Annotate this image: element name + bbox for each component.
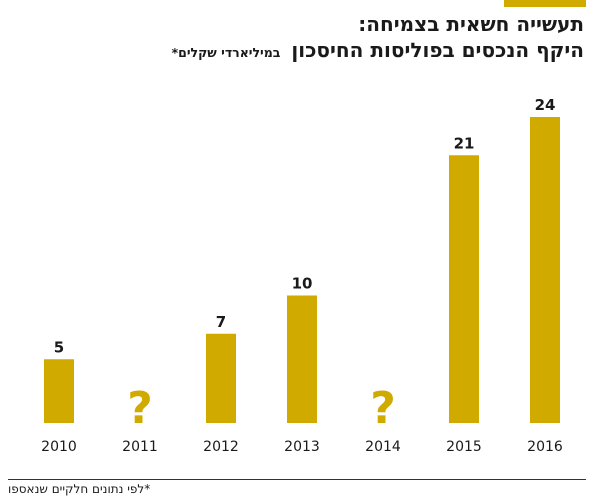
x-tick-label-2013: 2013 [284,439,320,455]
bar-2013 [287,295,317,423]
bar-group-2015: 21 2015 [446,134,482,455]
x-tick-label-2011: 2011 [122,439,158,455]
unit-note: במיליארדי שקלים* [171,45,281,60]
x-tick-label-2010: 2010 [41,439,77,455]
x-tick-label-2015: 2015 [446,439,482,455]
x-tick-label-2014: 2014 [365,439,401,455]
data-label-2016: 24 [535,96,556,114]
chart-subtitle: היקף הנכסים בפוליסות החיסכון במיליארדי ש… [172,37,584,66]
data-label-2015: 21 [454,134,475,152]
x-tick-label-2012: 2012 [203,439,239,455]
bar-group-2016: 24 2016 [527,96,563,455]
bar-group-2013: 10 2013 [284,275,320,456]
bar-2016 [530,117,560,423]
subtitle-text: היקף הנכסים בפוליסות החיסכון [291,38,584,62]
missing-data-mark-2011: ? [127,383,153,434]
data-label-2010: 5 [54,338,64,356]
bar-group-2012: 7 2012 [203,313,239,455]
bar-2015 [449,155,479,423]
data-label-2012: 7 [216,313,226,331]
bar-2012 [206,333,236,423]
bar-group-2010: 5 2010 [41,338,77,455]
footer-divider [8,479,586,480]
x-tick-label-2016: 2016 [527,439,563,455]
bar-group-2014: ? 2014 [365,383,401,455]
bar-2010 [44,359,74,423]
bar-group-2011: ? 2011 [122,383,158,455]
bar-chart: 5 2010? 2011 7 2012 10 2013? 2014 21 2015 24 2016 [41,96,563,456]
missing-data-mark-2014: ? [370,383,396,434]
accent-bar [504,0,586,7]
chart-title: תעשייה חשאית בצמיחה: [358,12,584,36]
data-label-2013: 10 [292,275,313,293]
footnote: *לפי נתונים חלקיים שנאספו [8,482,151,496]
